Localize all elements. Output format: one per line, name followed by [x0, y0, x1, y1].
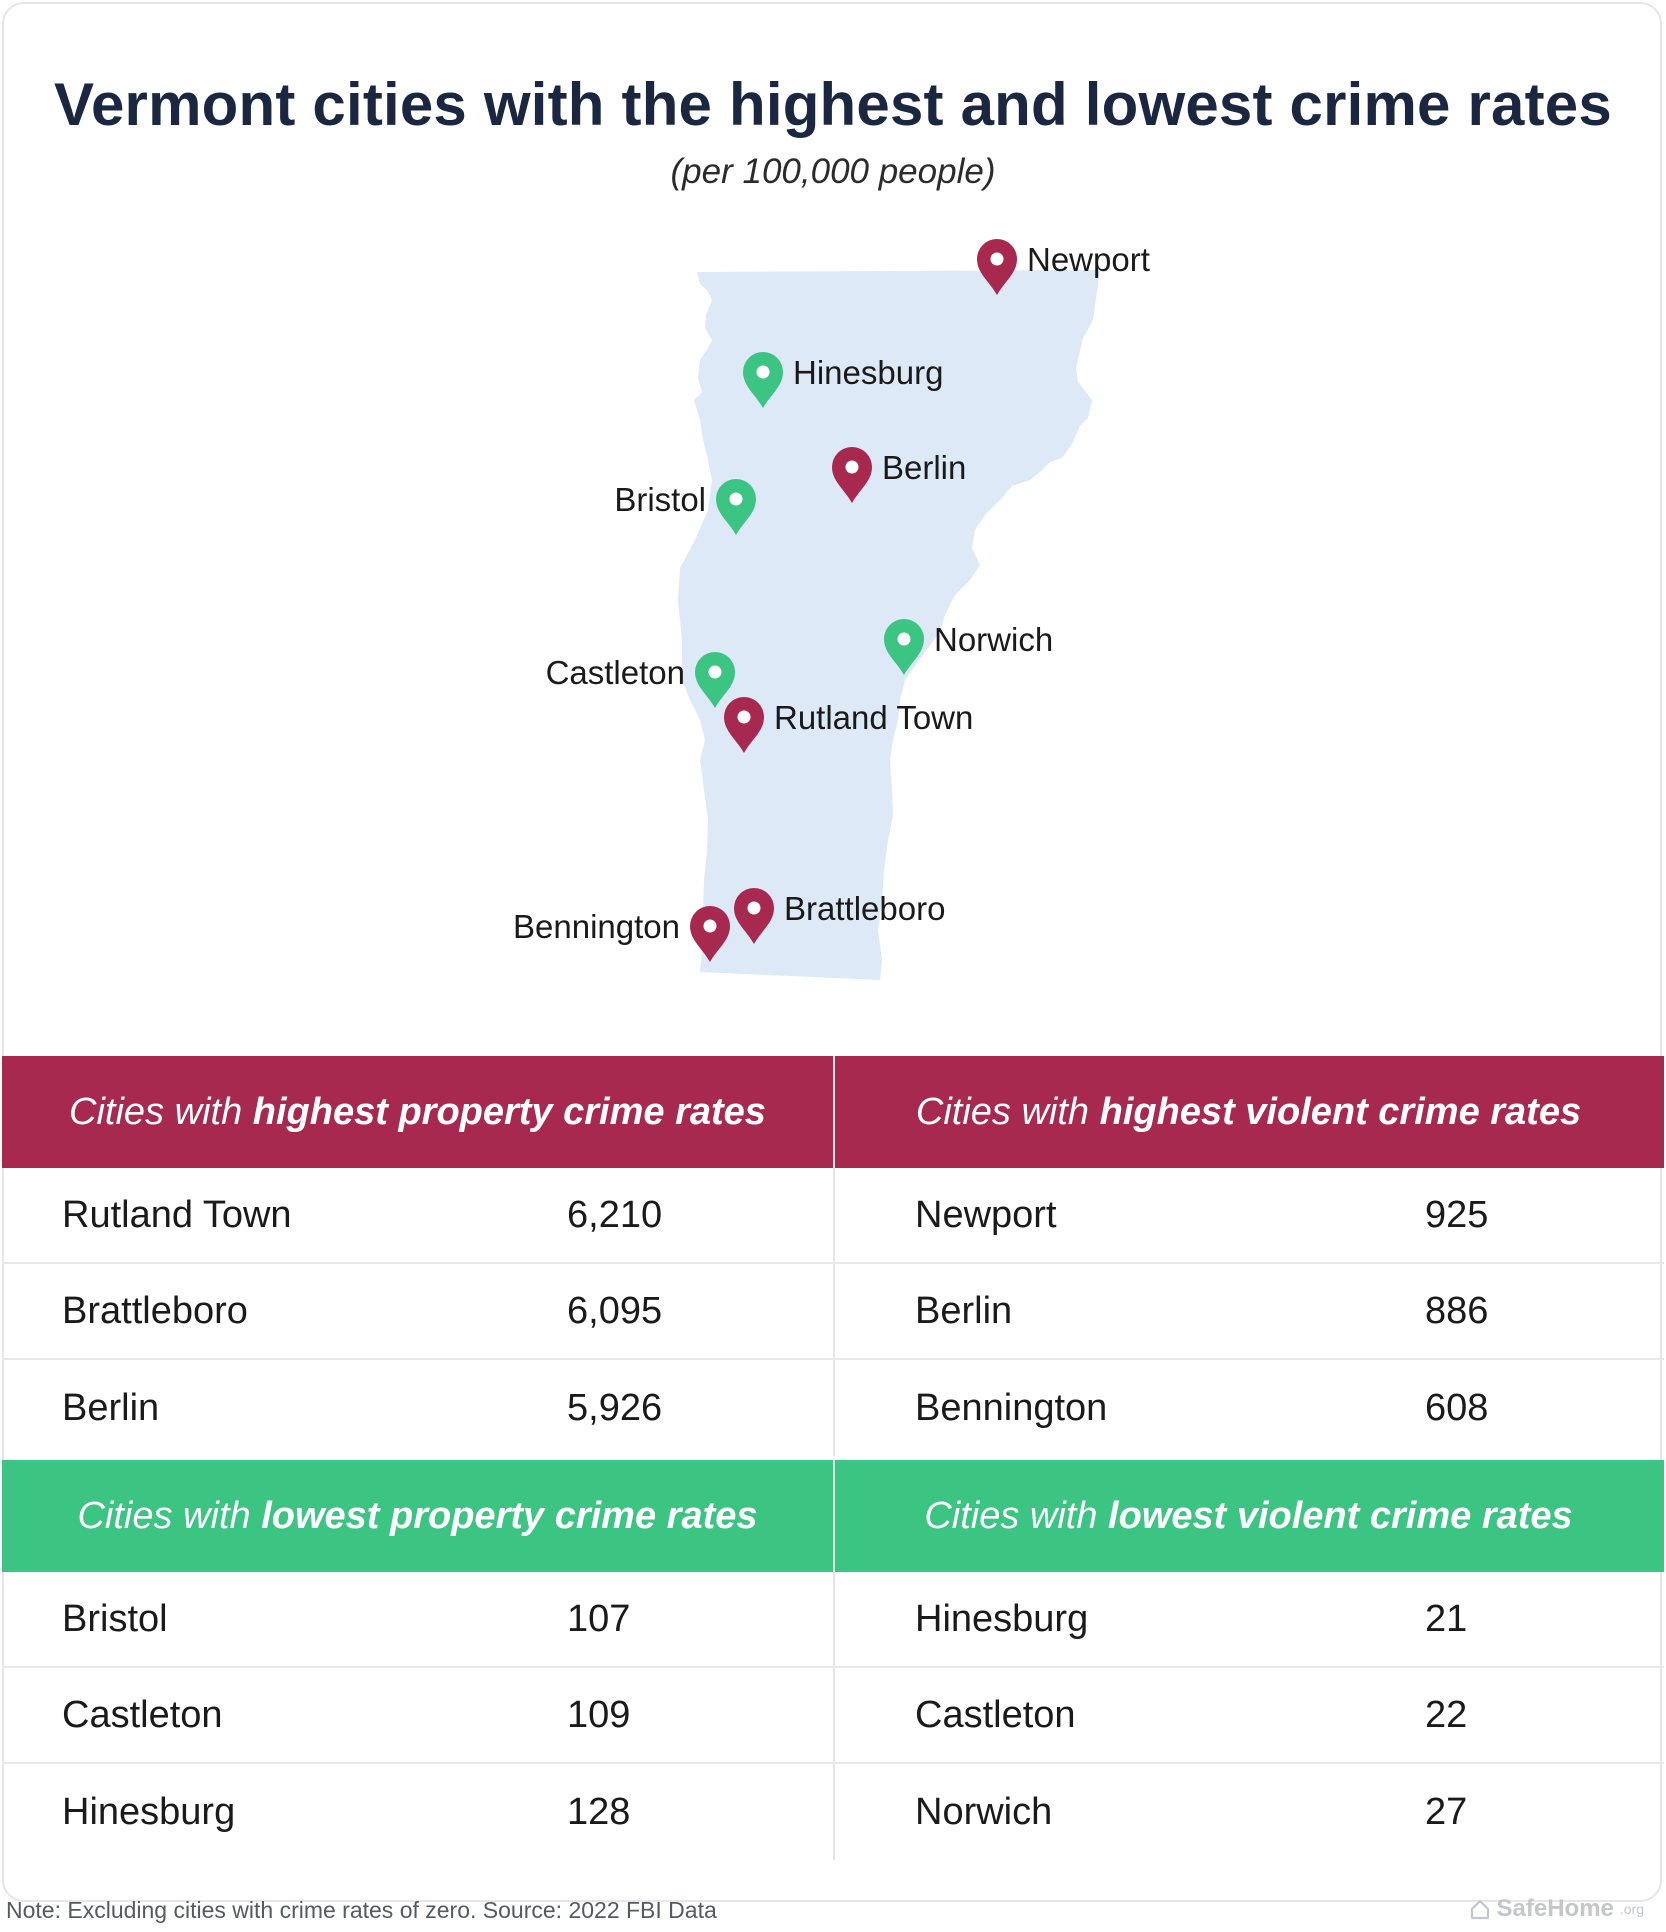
map-pin-brattleboro: [734, 888, 774, 944]
map-pin-dot: [897, 632, 911, 646]
row-city: Hinesburg: [915, 1597, 1089, 1640]
map-label-rutland-town: Rutland Town: [774, 699, 973, 736]
header-emphasis: highest property crime rates: [252, 1090, 766, 1133]
row-city: Castleton: [62, 1693, 223, 1736]
table-row: Bristol 107: [2, 1572, 833, 1668]
row-value: 107: [567, 1597, 631, 1640]
row-value: 128: [567, 1790, 631, 1833]
table-row: Bennington 608: [833, 1360, 1664, 1456]
row-city: Castleton: [915, 1693, 1076, 1736]
row-city: Rutland Town: [62, 1193, 292, 1236]
map-pin-icon: [724, 697, 764, 753]
brand-name: SafeHome: [1496, 1895, 1614, 1922]
map-pin-norwich: [884, 619, 924, 675]
map-pin-icon: [734, 888, 774, 944]
header-prefix: Cities with: [924, 1494, 1098, 1537]
map-pin-dot: [845, 460, 859, 474]
map-pin-newport: [977, 239, 1017, 295]
map-label-hinesburg: Hinesburg: [793, 354, 943, 391]
map-pin-dot: [747, 901, 761, 915]
map-pin-dot: [990, 252, 1004, 266]
low-property-header: Cities with lowest property crime rates: [2, 1460, 833, 1572]
high-violent-table: Cities with highest violent crime rates …: [833, 1056, 1664, 1456]
map-pin-dot: [708, 665, 722, 679]
table-row: Hinesburg 21: [833, 1572, 1664, 1668]
map-label-bennington: Bennington: [513, 908, 680, 945]
page-subtitle: (per 100,000 people): [670, 152, 996, 191]
map-pin-berlin: [832, 447, 872, 503]
table-row: Norwich 27: [833, 1764, 1664, 1860]
table-row: Castleton 22: [833, 1668, 1664, 1764]
map-label-castleton: Castleton: [546, 654, 685, 691]
map-markers: Newport Hinesburg Berlin Bristol Norwich Cast…: [513, 239, 1150, 962]
low-violent-table: Cities with lowest violent crime rates H…: [833, 1460, 1664, 1860]
row-city: Norwich: [915, 1790, 1053, 1833]
header-emphasis: lowest property crime rates: [261, 1494, 758, 1537]
row-value: 109: [567, 1693, 631, 1736]
vermont-state-shape: [678, 270, 1100, 980]
row-city: Berlin: [62, 1386, 160, 1429]
row-city: Berlin: [915, 1289, 1013, 1332]
row-value: 27: [1425, 1790, 1468, 1833]
map-pin-icon: [690, 906, 730, 962]
table-row: Hinesburg 128: [2, 1764, 833, 1860]
map-label-newport: Newport: [1027, 241, 1150, 278]
table-row: Newport 925: [833, 1168, 1664, 1264]
table-row: Berlin 886: [833, 1264, 1664, 1360]
header-prefix: Cities with: [915, 1090, 1090, 1133]
row-city: Bristol: [62, 1597, 168, 1640]
map-pin-rutland-town: [724, 697, 764, 753]
row-value: 5,926: [567, 1386, 663, 1429]
map-pin-icon: [743, 352, 783, 408]
row-city: Brattleboro: [62, 1289, 248, 1332]
row-city: Newport: [915, 1193, 1057, 1236]
low-violent-header: Cities with lowest violent crime rates: [833, 1460, 1664, 1572]
map-label-norwich: Norwich: [934, 621, 1053, 658]
house-icon: [1470, 1899, 1489, 1920]
map-pin-icon: [695, 652, 735, 708]
header-prefix: Cities with: [77, 1494, 251, 1537]
header-prefix: Cities with: [69, 1090, 243, 1133]
map-pin-bristol: [716, 479, 756, 535]
row-city: Bennington: [915, 1386, 1108, 1429]
row-value: 608: [1425, 1386, 1489, 1429]
header-emphasis: lowest violent crime rates: [1108, 1494, 1573, 1537]
row-value: 6,210: [567, 1193, 663, 1236]
row-value: 21: [1425, 1597, 1468, 1640]
map-label-brattleboro: Brattleboro: [784, 890, 945, 927]
brand-logo: SafeHome .org: [1469, 1895, 1644, 1923]
map-label-bristol: Bristol: [614, 481, 706, 518]
map-pin-icon: [832, 447, 872, 503]
low-property-table: Cities with lowest property crime rates …: [2, 1460, 833, 1860]
map-label-berlin: Berlin: [882, 449, 966, 486]
high-property-header: Cities with highest property crime rates: [2, 1056, 833, 1168]
header-emphasis: highest violent crime rates: [1099, 1090, 1582, 1133]
high-property-table: Cities with highest property crime rates…: [2, 1056, 833, 1456]
table-row: Castleton 109: [2, 1668, 833, 1764]
row-value: 925: [1425, 1193, 1489, 1236]
map-pin-icon: [977, 239, 1017, 295]
map-pin-dot: [703, 919, 717, 933]
map-pin-dot: [756, 365, 770, 379]
map-pin-dot: [729, 492, 743, 506]
map-pin-icon: [884, 619, 924, 675]
map-pin-icon: [716, 479, 756, 535]
vermont-map: Newport Hinesburg Berlin Bristol Norwich Cast…: [513, 239, 1150, 980]
map-pin-hinesburg: [743, 352, 783, 408]
row-city: Hinesburg: [62, 1790, 236, 1833]
footer-note: Note: Excluding cities with crime rates …: [6, 1897, 717, 1923]
row-value: 886: [1425, 1289, 1489, 1332]
map-pin-dot: [737, 710, 751, 724]
page-title: Vermont cities with the highest and lowe…: [54, 71, 1612, 138]
row-value: 22: [1425, 1693, 1468, 1736]
high-violent-header: Cities with highest violent crime rates: [833, 1056, 1664, 1168]
table-row: Rutland Town 6,210: [2, 1168, 833, 1264]
map-pin-bennington: [690, 906, 730, 962]
table-row: Brattleboro 6,095: [2, 1264, 833, 1360]
table-row: Berlin 5,926: [2, 1360, 833, 1456]
map-pin-castleton: [695, 652, 735, 708]
row-value: 6,095: [567, 1289, 663, 1332]
brand-suffix: .org: [1619, 1901, 1644, 1917]
